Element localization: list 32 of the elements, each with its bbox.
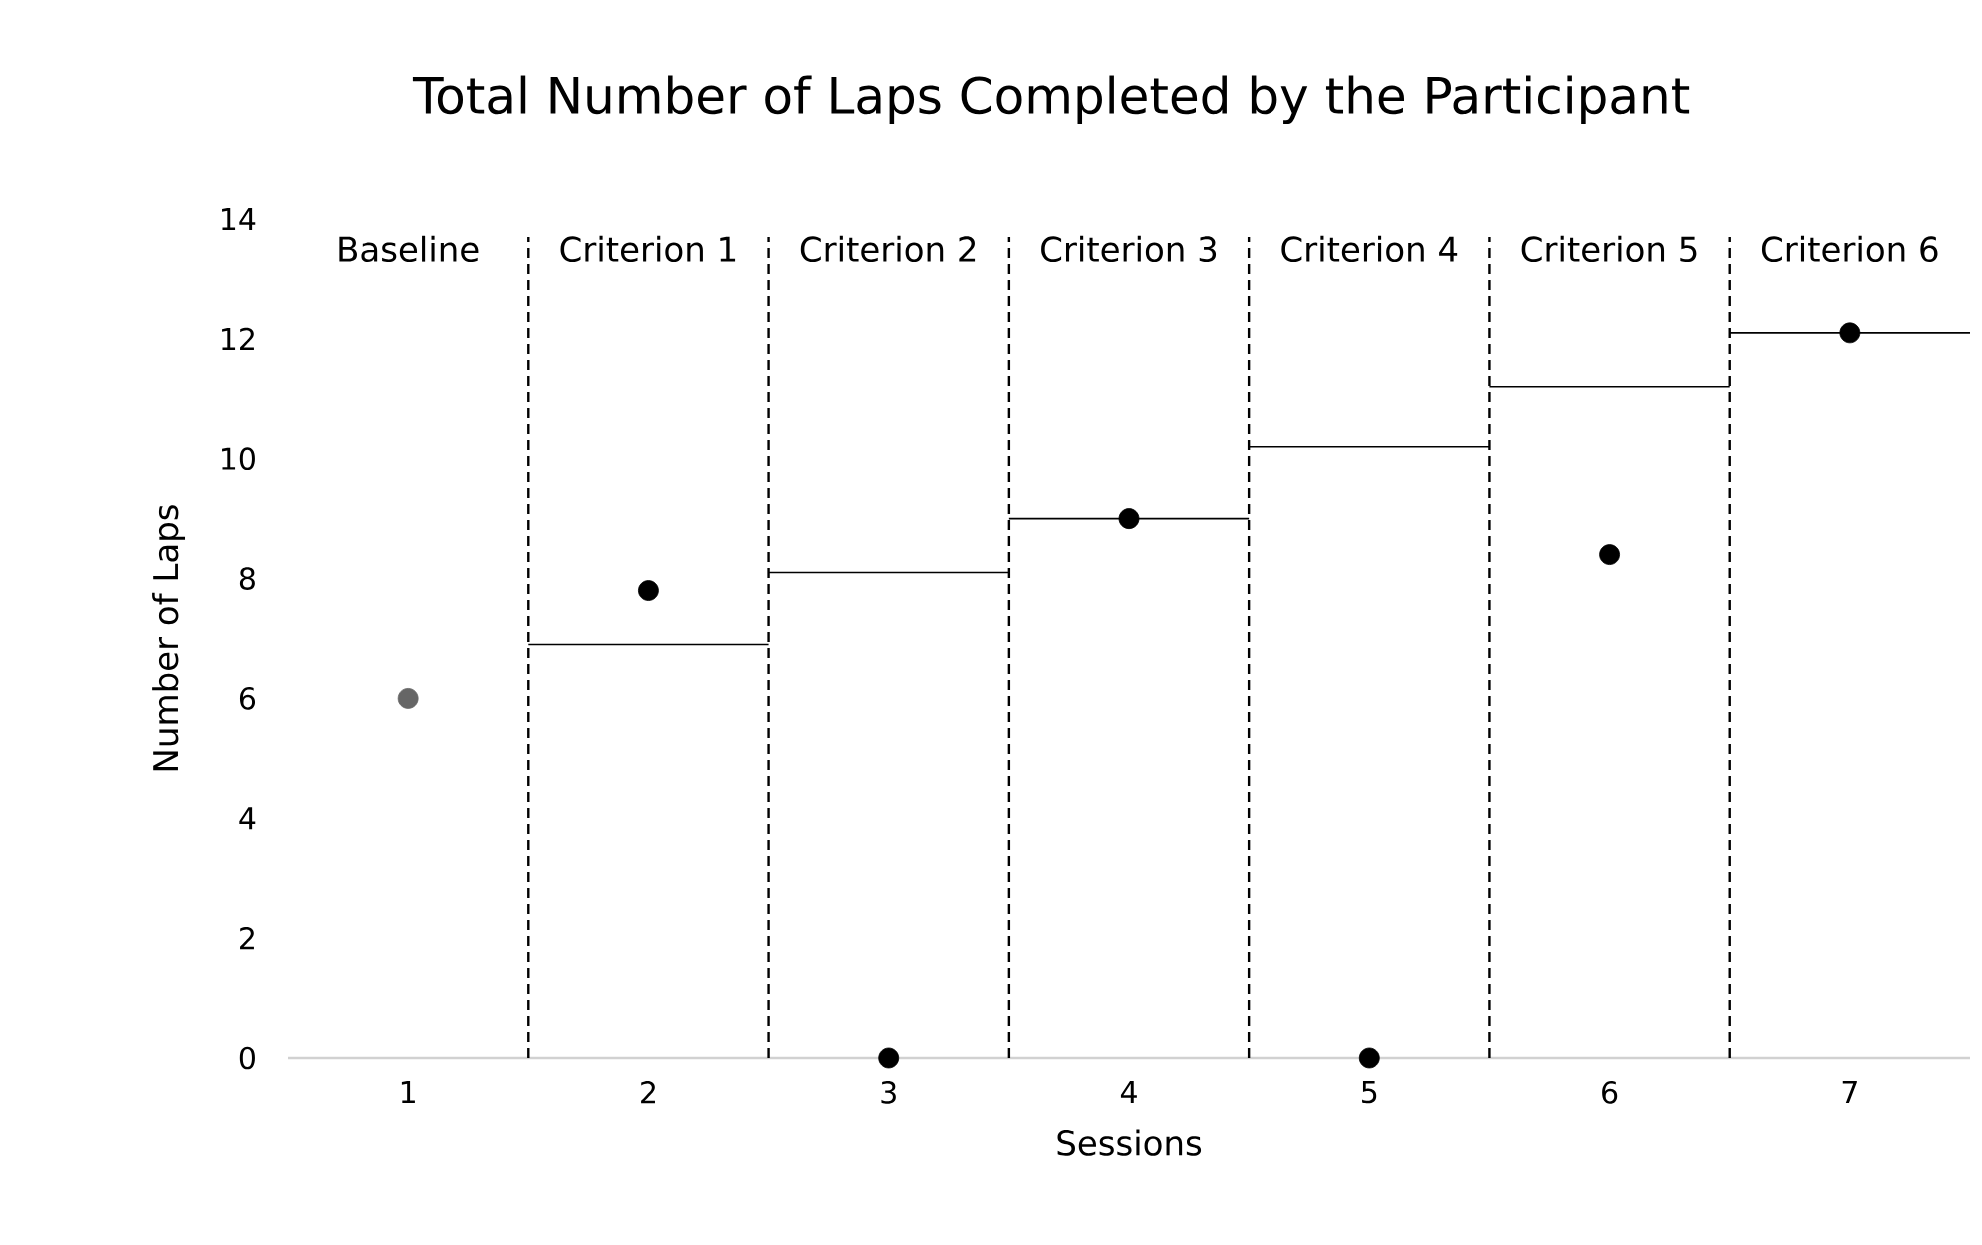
- x-tick-label: 3: [881, 1081, 896, 1104]
- x-tick-label: 7: [1842, 1081, 1857, 1103]
- annotation: Criterion 5: [1521, 235, 1697, 263]
- y-tick-label: 4: [239, 807, 256, 830]
- y-tick-label: 2: [240, 926, 254, 950]
- y-tick-label: 0: [239, 1046, 255, 1070]
- annotation: Criterion 6: [1761, 235, 1938, 263]
- y-tick-label: 14: [222, 208, 256, 230]
- y-axis-title: Number of Laps: [152, 505, 186, 771]
- point: [1599, 544, 1620, 565]
- annotation: Baseline: [339, 235, 479, 263]
- chart-title: Total Number of Laps Completed by the Participant: [412, 75, 1690, 124]
- point: [1358, 1047, 1380, 1069]
- x-tick-label: 5: [1362, 1081, 1377, 1104]
- annotation: Criterion 4: [1281, 235, 1458, 263]
- annotation: Criterion 3: [1041, 235, 1217, 263]
- point: [397, 688, 419, 709]
- annotation: Criterion 1: [560, 235, 736, 263]
- x-axis-title: Sessions: [1057, 1129, 1202, 1156]
- y-tick-label: 12: [222, 327, 254, 350]
- x-tick-label: 6: [1602, 1081, 1618, 1104]
- y-tick-label: 8: [239, 567, 255, 590]
- point: [1118, 508, 1140, 530]
- y-tick-label: 10: [222, 447, 255, 471]
- y-tick-label: 6: [239, 687, 256, 710]
- x-tick-label: 1: [401, 1081, 415, 1103]
- point: [878, 1047, 900, 1069]
- x-tick-label: 4: [1120, 1081, 1137, 1103]
- point: [1839, 322, 1861, 344]
- point: [638, 580, 659, 601]
- x-tick-label: 2: [641, 1081, 655, 1104]
- annotation: Criterion 2: [800, 235, 976, 263]
